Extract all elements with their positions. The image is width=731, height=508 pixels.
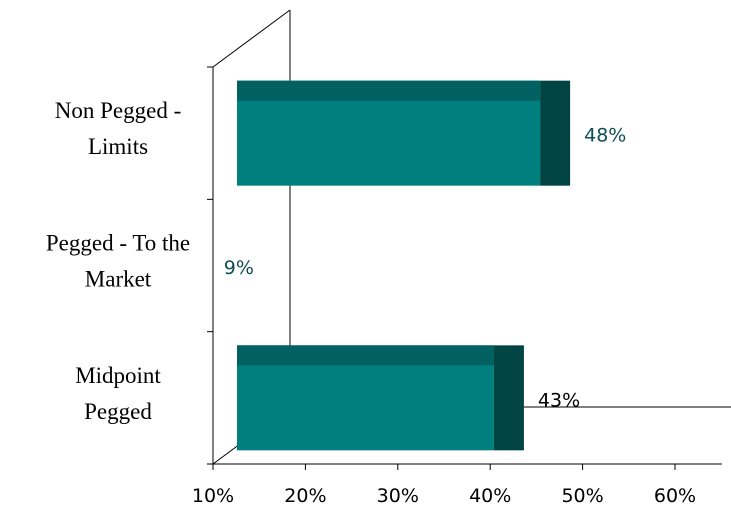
chart-axes <box>207 66 722 470</box>
x-tick-label: 40% <box>469 485 511 507</box>
x-tick-label: 20% <box>284 485 326 507</box>
bar-side <box>493 345 524 451</box>
category-label: Midpoint <box>75 363 161 388</box>
x-tick-label: 50% <box>561 485 603 507</box>
bar-side <box>540 80 571 186</box>
x-tick-label: 10% <box>192 485 234 507</box>
category-label: Limits <box>88 134 148 159</box>
wall-top-edge <box>212 9 291 68</box>
category-label: Pegged <box>84 399 152 424</box>
category-label: Non Pegged - <box>55 98 181 123</box>
category-label: Market <box>85 267 152 292</box>
chart-labels: 10% 20% 30% 40% 50% 60% 48% Non Pegged - Limits 9… <box>46 98 696 507</box>
data-label: 48% <box>584 125 626 147</box>
bar-top <box>237 80 541 101</box>
bar-top <box>237 345 494 366</box>
x-tick-label: 60% <box>654 485 696 507</box>
data-label: 9% <box>224 257 254 279</box>
x-tick-label: 30% <box>377 485 419 507</box>
category-label: Pegged - To the <box>46 231 190 256</box>
chart-bars <box>237 80 571 451</box>
data-label: 43% <box>538 389 580 411</box>
